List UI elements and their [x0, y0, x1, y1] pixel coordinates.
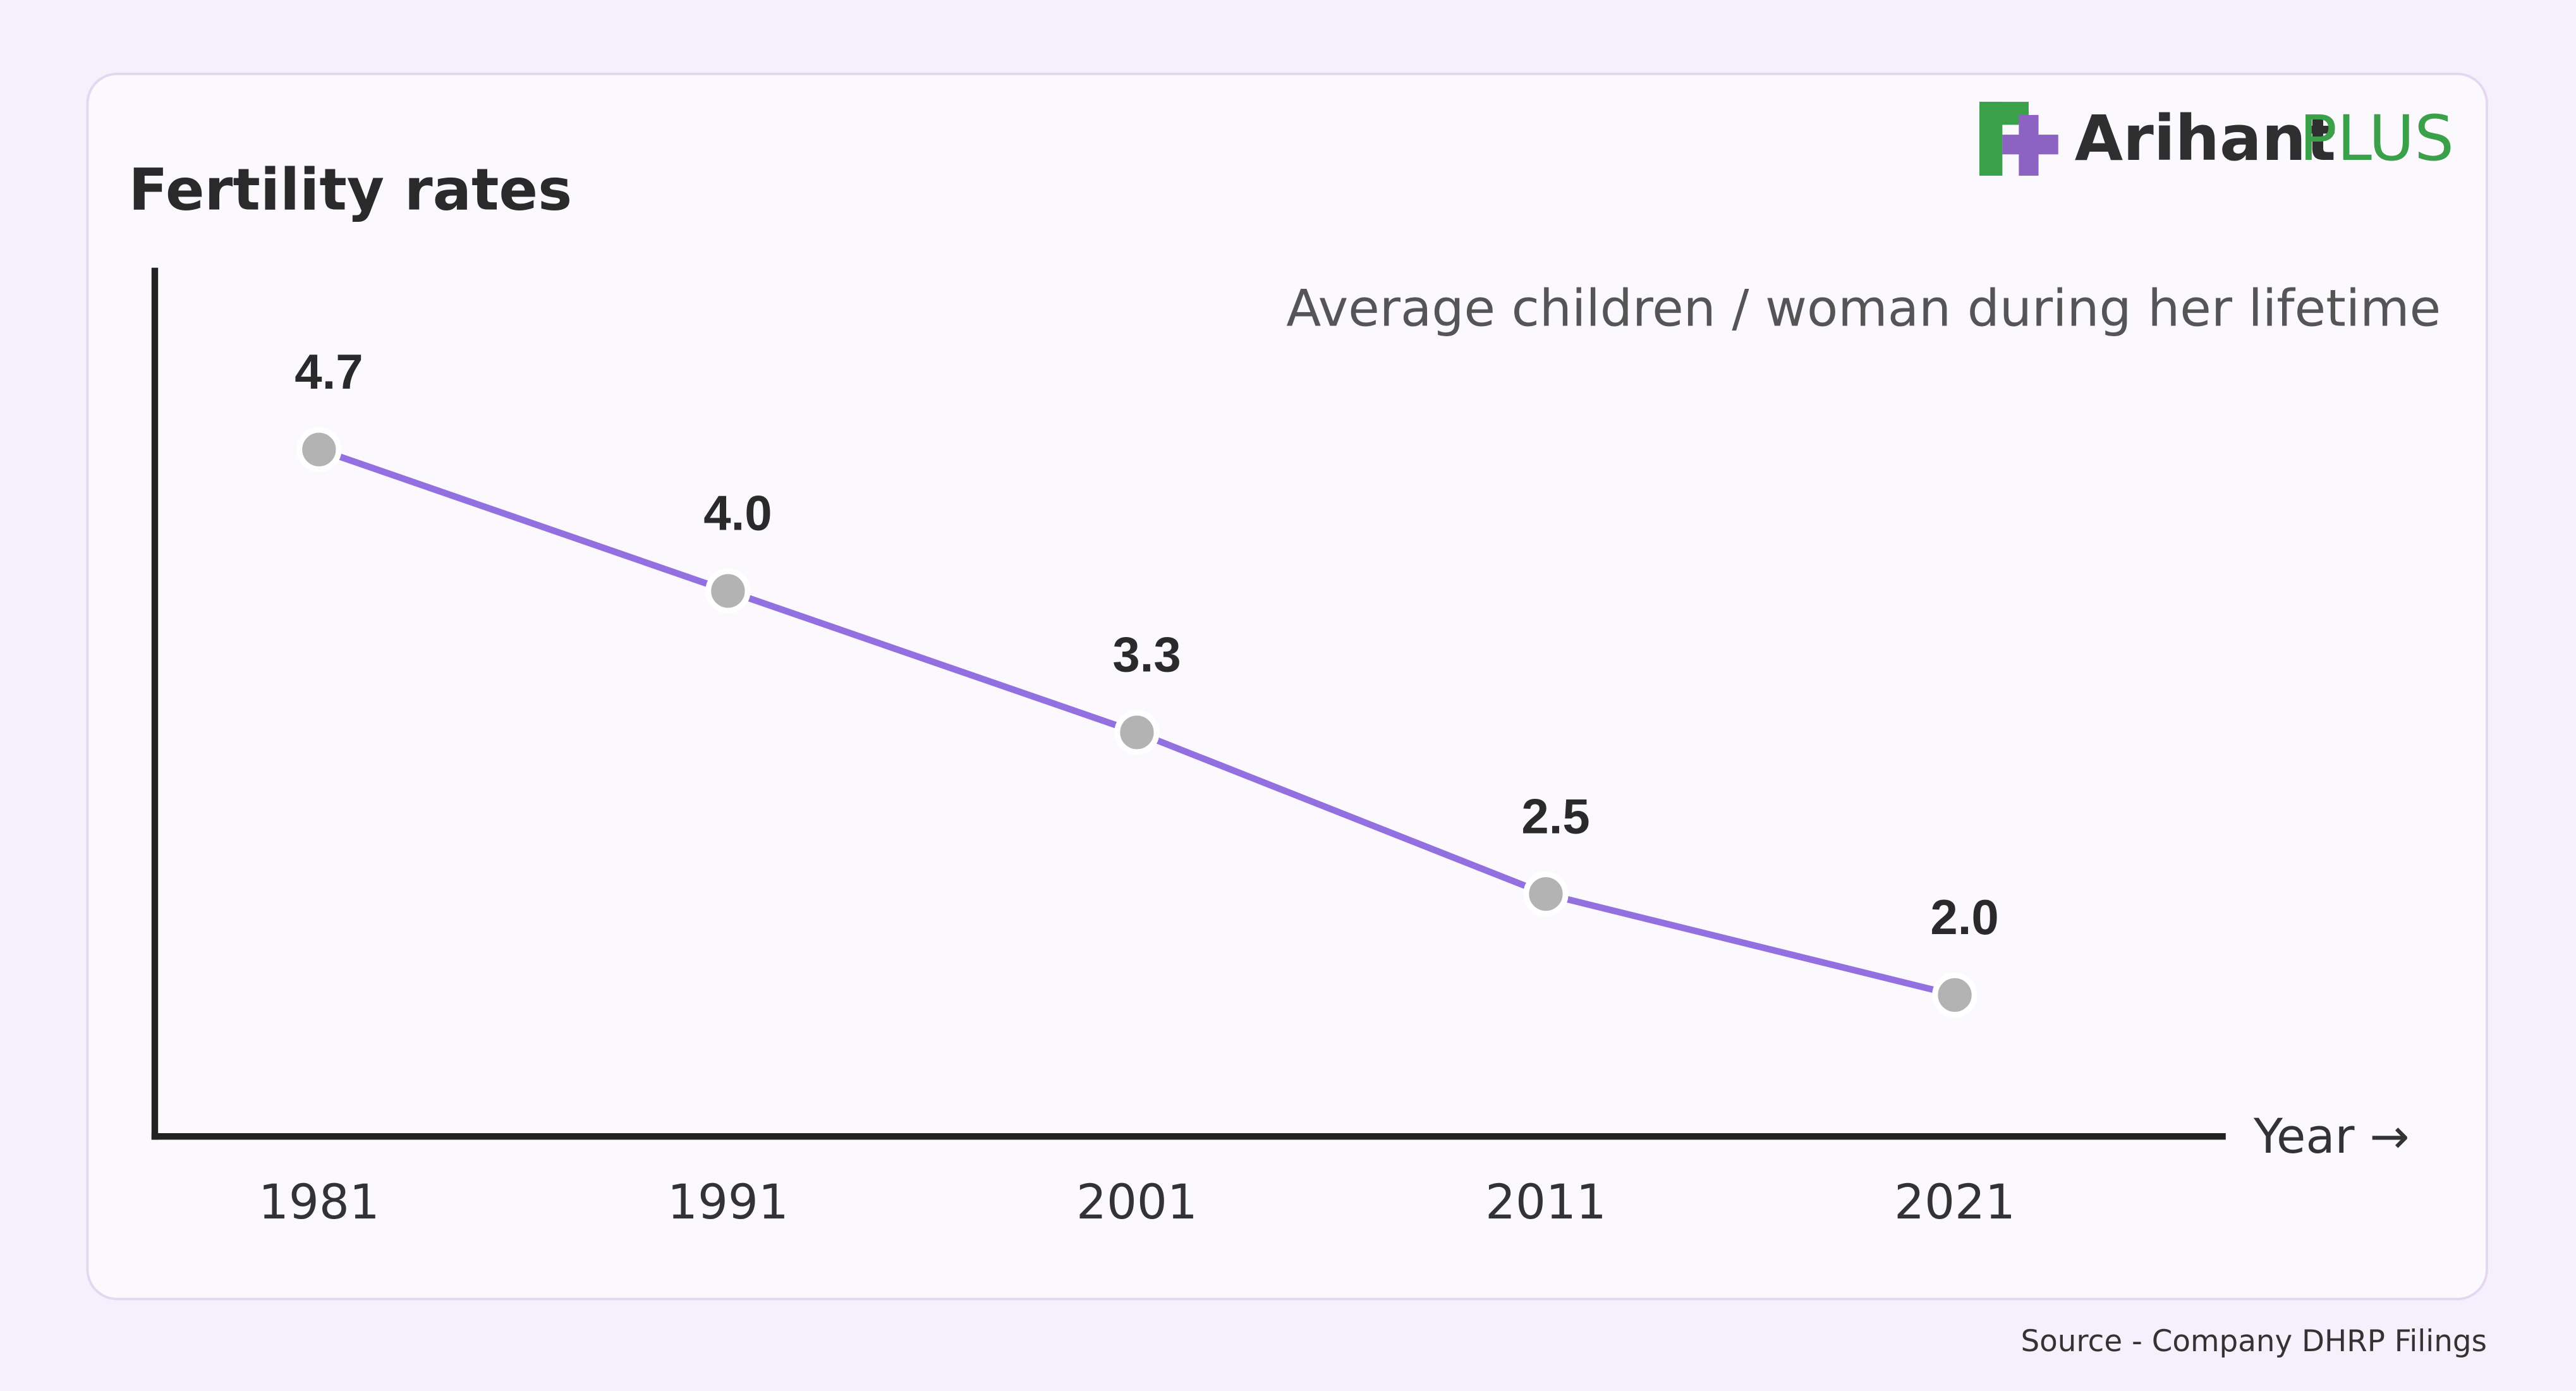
source-note: Source - Company DHRP Filings — [2020, 1325, 2486, 1359]
data-point — [296, 427, 342, 473]
x-tick-label: 1981 — [258, 1174, 380, 1230]
card — [86, 72, 2488, 1301]
x-tick-label: 2021 — [1894, 1174, 2015, 1230]
x-axis-label: Year → — [2253, 1109, 2410, 1164]
logo: Arihant PLUS — [1979, 102, 2454, 176]
logo-icon — [2002, 135, 2058, 155]
data-point — [1932, 972, 1978, 1018]
data-point — [1114, 710, 1160, 755]
data-point — [1523, 871, 1569, 917]
logo-name: Arihant — [2075, 102, 2336, 175]
data-label: 3.3 — [1112, 627, 1181, 683]
data-label: 4.0 — [703, 485, 772, 541]
data-point — [705, 568, 751, 614]
x-tick-label: 2001 — [1076, 1174, 1198, 1230]
chart-subtitle: Average children / woman during her life… — [1286, 279, 2441, 338]
chart-title: Fertility rates — [128, 157, 572, 224]
logo-suffix: PLUS — [2299, 102, 2454, 175]
x-tick-label: 1991 — [667, 1174, 789, 1230]
data-label: 2.0 — [1930, 889, 1998, 945]
data-label: 4.7 — [295, 344, 363, 399]
data-label: 2.5 — [1521, 788, 1589, 844]
x-tick-label: 2011 — [1485, 1174, 1607, 1230]
